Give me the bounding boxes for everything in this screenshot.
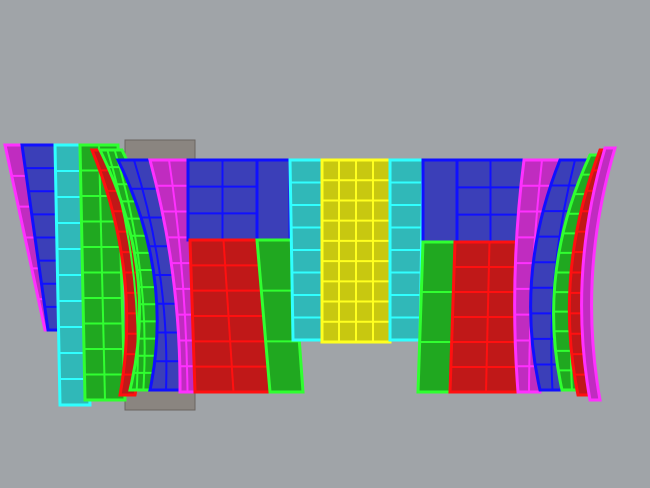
panel-gridline: [168, 159, 189, 393]
blue-panel-strip: [186, 158, 259, 242]
blue-panel-strip: [455, 158, 526, 244]
panel: [421, 158, 459, 244]
panel-gridline: [98, 144, 106, 401]
yellow-panel-strip: [320, 158, 392, 344]
panel-gridline: [485, 241, 491, 393]
panel-gridline: [106, 149, 139, 391]
panel-gridline: [133, 159, 168, 391]
magenta-panel-strip: [580, 146, 618, 402]
panel-gridline: [113, 149, 146, 391]
panel-gridline: [222, 239, 235, 393]
panel: [580, 146, 618, 402]
facade-model: [3, 139, 618, 411]
cyan-panel-strip: [288, 158, 324, 342]
cyan-panel-strip: [388, 158, 425, 342]
blue-panel-strip: [255, 158, 292, 242]
blue-panel-strip: [421, 158, 459, 244]
red-panel-strip: [448, 240, 526, 394]
panel: [255, 158, 292, 242]
